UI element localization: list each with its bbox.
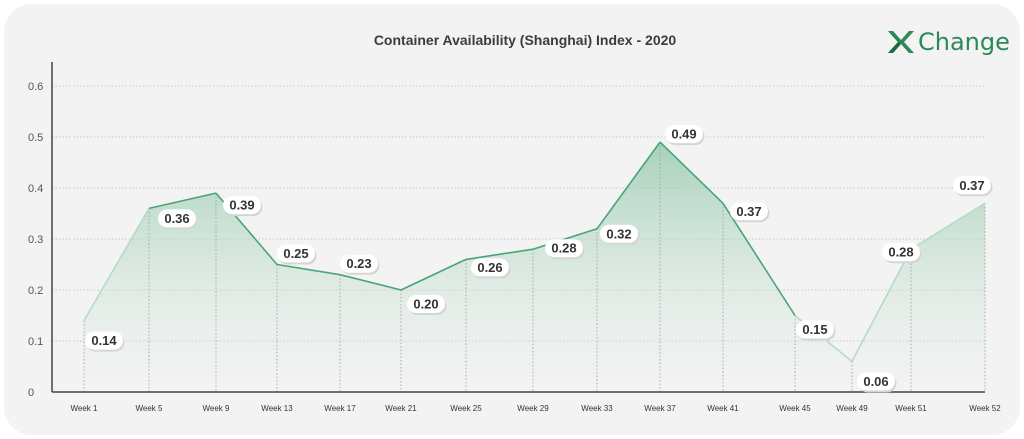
series-line-segment bbox=[83, 207, 150, 322]
data-label-text: 0.15 bbox=[802, 322, 827, 337]
x-tick-label: Week 41 bbox=[707, 404, 739, 413]
data-label: 0.28 bbox=[882, 243, 922, 264]
data-label-pill bbox=[340, 254, 378, 273]
y-tick-label: 0.2 bbox=[28, 285, 43, 297]
data-label: 0.49 bbox=[665, 125, 705, 146]
data-label-text: 0.49 bbox=[671, 127, 696, 142]
x-tick-label: Week 25 bbox=[450, 404, 482, 413]
logo-text: Change bbox=[918, 28, 1010, 56]
data-label: 0.23 bbox=[340, 254, 380, 275]
data-label: 0.37 bbox=[953, 176, 993, 197]
chart-title: Container Availability (Shanghai) Index … bbox=[373, 32, 677, 48]
data-label: 0.06 bbox=[857, 372, 897, 393]
data-label: 0.14 bbox=[85, 331, 125, 352]
data-label-text: 0.26 bbox=[477, 260, 502, 275]
data-label-text: 0.36 bbox=[164, 211, 189, 226]
data-label-pill bbox=[85, 331, 123, 350]
x-tick-label: Week 51 bbox=[895, 404, 927, 413]
brand-logo: Change bbox=[886, 26, 1010, 58]
series-line-segment bbox=[400, 258, 467, 291]
data-label: 0.15 bbox=[796, 320, 836, 341]
series-line-segment bbox=[596, 141, 661, 230]
data-label-text: 0.28 bbox=[551, 241, 576, 256]
series-line-segment bbox=[148, 192, 217, 210]
data-label-text: 0.39 bbox=[229, 198, 254, 213]
data-label: 0.37 bbox=[730, 202, 770, 223]
data-label-pill bbox=[158, 209, 196, 228]
data-label-pill bbox=[882, 243, 920, 262]
data-label-pill bbox=[857, 372, 895, 391]
data-label-text: 0.14 bbox=[91, 333, 117, 348]
x-tick-label: Week 13 bbox=[261, 404, 293, 413]
data-label-text: 0.20 bbox=[413, 297, 438, 312]
data-label-text: 0.25 bbox=[283, 246, 308, 261]
y-tick-label: 0.3 bbox=[28, 234, 43, 246]
y-tick-label: 0 bbox=[28, 387, 34, 399]
x-tick-label: Week 9 bbox=[203, 404, 231, 413]
x-tick-label: Week 29 bbox=[517, 404, 549, 413]
series-line-segment bbox=[339, 273, 402, 291]
series-line-segment bbox=[532, 228, 598, 250]
y-tick-label: 0.5 bbox=[28, 132, 43, 144]
series-line-segment bbox=[851, 248, 912, 362]
data-label-pill bbox=[277, 244, 315, 263]
x-tick-label: Week 5 bbox=[136, 404, 164, 413]
data-label-pill bbox=[223, 196, 261, 215]
data-label: 0.20 bbox=[407, 295, 447, 315]
y-tick-label: 0.6 bbox=[28, 81, 43, 93]
x-tick-label: Week 1 bbox=[71, 404, 99, 413]
data-label: 0.39 bbox=[223, 196, 263, 217]
x-tick-label: Week 33 bbox=[581, 404, 613, 413]
data-label-pill bbox=[471, 258, 509, 277]
x-tick-label: Week 45 bbox=[779, 404, 811, 413]
data-label-text: 0.06 bbox=[863, 374, 888, 389]
x-tick-label: Week 49 bbox=[836, 404, 868, 413]
data-label-pill bbox=[600, 224, 638, 243]
x-mark-icon bbox=[888, 31, 914, 53]
data-label-pill bbox=[407, 295, 445, 313]
data-label-pill bbox=[796, 320, 834, 339]
data-label-text: 0.32 bbox=[606, 226, 631, 241]
y-tick-label: 0.1 bbox=[28, 336, 43, 348]
data-label-text: 0.37 bbox=[959, 178, 984, 193]
data-label-pill bbox=[953, 176, 991, 195]
data-label-pill bbox=[730, 202, 768, 221]
data-label-pill bbox=[665, 125, 703, 144]
data-label-text: 0.37 bbox=[736, 204, 761, 219]
series-line-segment bbox=[659, 141, 724, 204]
x-tick-label: Week 37 bbox=[644, 404, 676, 413]
x-tick-label: Week 17 bbox=[324, 404, 356, 413]
series-line-segment bbox=[276, 263, 341, 276]
series-line-segment bbox=[910, 202, 986, 250]
series-line-segment bbox=[722, 202, 796, 316]
x-tick-label: Week 52 bbox=[969, 404, 1001, 413]
data-label-pill bbox=[545, 239, 583, 258]
x-tick-label: Week 21 bbox=[385, 404, 417, 413]
data-label: 0.28 bbox=[545, 239, 585, 260]
data-label: 0.36 bbox=[158, 209, 198, 230]
data-label: 0.32 bbox=[600, 224, 640, 245]
data-label-text: 0.23 bbox=[346, 256, 371, 271]
data-label: 0.26 bbox=[471, 258, 511, 279]
series-area bbox=[84, 142, 985, 392]
data-label-text: 0.28 bbox=[888, 245, 913, 260]
y-tick-label: 0.4 bbox=[28, 183, 43, 195]
series-line-segment bbox=[465, 248, 534, 261]
data-label: 0.25 bbox=[277, 244, 317, 265]
